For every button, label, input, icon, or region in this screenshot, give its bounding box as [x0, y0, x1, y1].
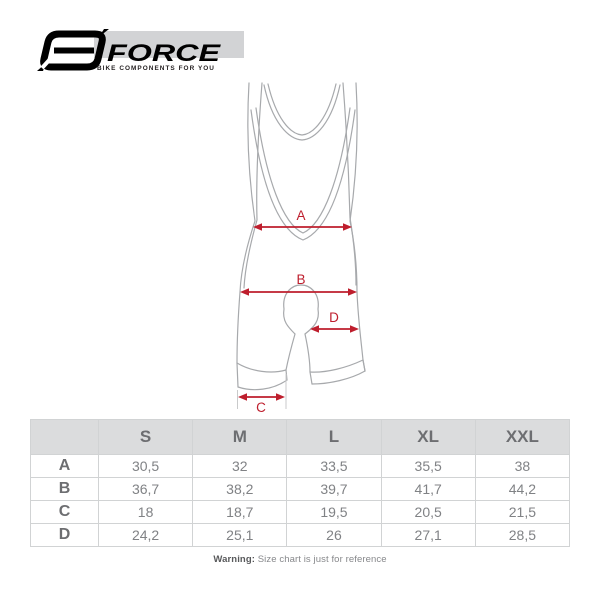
warning-text: Size chart is just for reference [255, 554, 387, 565]
table-row-a: A 30,5 32 33,5 35,5 38 [30, 454, 571, 478]
size-table: S M L XL XXL A 30,5 32 33,5 35,5 38 B 36… [30, 419, 571, 547]
table-row-d: D 24,2 25,1 26 27,1 28,5 [30, 523, 571, 547]
row-label: A [30, 454, 99, 478]
table-row-c: C 18 18,7 19,5 20,5 21,5 [30, 500, 571, 524]
row-label: D [30, 523, 99, 547]
logo-gray-band [94, 31, 244, 58]
cell-value: 19,5 [286, 500, 382, 524]
cell-value: 35,5 [380, 454, 476, 478]
cell-value: 38,2 [192, 477, 288, 501]
cell-value: 38 [474, 454, 571, 478]
cell-value: 26 [286, 523, 382, 547]
pad-left-curve [283, 284, 302, 335]
cell-value: 27,1 [380, 523, 476, 547]
cell-value: 41,7 [380, 477, 476, 501]
garment-outline [236, 82, 366, 391]
warning-label: Warning: [213, 554, 255, 565]
header-cell-xxl: XXL [474, 419, 571, 455]
brand-wordmark: FORCE [107, 40, 221, 67]
row-label: C [30, 500, 99, 524]
measure-arrows [238, 223, 359, 401]
measure-label-b: B [296, 272, 305, 287]
cell-value: 20,5 [380, 500, 476, 524]
cell-value: 24,2 [97, 523, 194, 547]
cell-value: 44,2 [474, 477, 571, 501]
measure-arrow-a [253, 223, 352, 231]
measure-arrow-d [310, 325, 359, 333]
header-cell-s: S [97, 419, 194, 455]
measure-arrow-b [240, 288, 357, 296]
measure-arrow-c [238, 393, 285, 401]
measure-labels: A B C D [256, 208, 339, 415]
cell-value: 28,5 [474, 523, 571, 547]
cell-value: 18,7 [192, 500, 288, 524]
cell-value: 18 [97, 500, 194, 524]
force-f-logo-icon [37, 29, 109, 71]
bib-shorts-diagram: A B C D [236, 82, 366, 415]
cell-value: 30,5 [97, 454, 194, 478]
cell-value: 25,1 [192, 523, 288, 547]
force-logo: FORCE BIKE COMPONENTS FOR YOU [37, 29, 244, 72]
brand-tagline: BIKE COMPONENTS FOR YOU [97, 65, 215, 72]
measure-label-d: D [329, 310, 339, 325]
warning-note: Warning: Size chart is just for referenc… [0, 554, 600, 565]
table-header-row: S M L XL XXL [30, 419, 571, 455]
header-cell-xl: XL [380, 419, 476, 455]
header-cell-m: M [192, 419, 288, 455]
cell-value: 39,7 [286, 477, 382, 501]
measure-label-a: A [296, 208, 305, 223]
measure-label-c: C [256, 400, 266, 415]
cell-value: 21,5 [474, 500, 571, 524]
pad-right-curve [300, 284, 319, 335]
table-row-b: B 36,7 38,2 39,7 41,7 44,2 [30, 477, 571, 501]
extension-lines [237, 374, 287, 409]
cell-value: 32 [192, 454, 288, 478]
header-cell-l: L [286, 419, 382, 455]
cell-value: 36,7 [97, 477, 194, 501]
cell-value: 33,5 [286, 454, 382, 478]
row-label: B [30, 477, 99, 501]
header-cell-empty [30, 419, 99, 455]
